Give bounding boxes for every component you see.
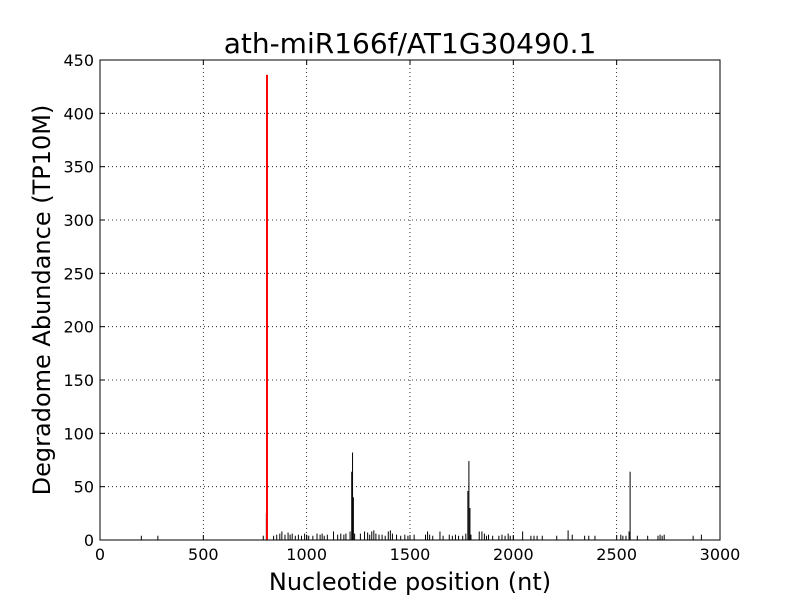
y-tick-label: 0 bbox=[84, 531, 94, 550]
y-tick-label: 50 bbox=[74, 478, 94, 497]
grid-lines bbox=[100, 60, 720, 540]
tick-labels: 0 500 1000 1500 2000 2500 3000 0 50 100 150 200 250 3… bbox=[63, 51, 740, 564]
x-tick-label: 500 bbox=[188, 545, 219, 564]
x-tick-label: 1000 bbox=[286, 545, 327, 564]
x-tick-label: 2000 bbox=[493, 545, 534, 564]
plot-frame bbox=[99, 59, 721, 541]
y-tick-label: 400 bbox=[63, 104, 94, 123]
y-tick-label: 150 bbox=[63, 371, 94, 390]
x-tick-label: 0 bbox=[95, 545, 105, 564]
y-tick-label: 250 bbox=[63, 264, 94, 283]
y-tick-label: 300 bbox=[63, 211, 94, 230]
y-tick-label: 100 bbox=[63, 424, 94, 443]
y-axis-title: Degradome Abundance (TP10M) bbox=[28, 105, 56, 496]
y-tick-label: 350 bbox=[63, 158, 94, 177]
x-tick-label: 3000 bbox=[700, 545, 741, 564]
chart-title: ath-miR166f/AT1G30490.1 bbox=[224, 27, 597, 60]
x-axis-title: Nucleotide position (nt) bbox=[269, 568, 551, 596]
y-tick-label: 450 bbox=[63, 51, 94, 70]
y-tick-label: 200 bbox=[63, 318, 94, 337]
axis-ticks bbox=[99, 59, 721, 541]
x-tick-label: 2500 bbox=[596, 545, 637, 564]
x-tick-label: 1500 bbox=[390, 545, 431, 564]
data-bars bbox=[140, 74, 702, 540]
